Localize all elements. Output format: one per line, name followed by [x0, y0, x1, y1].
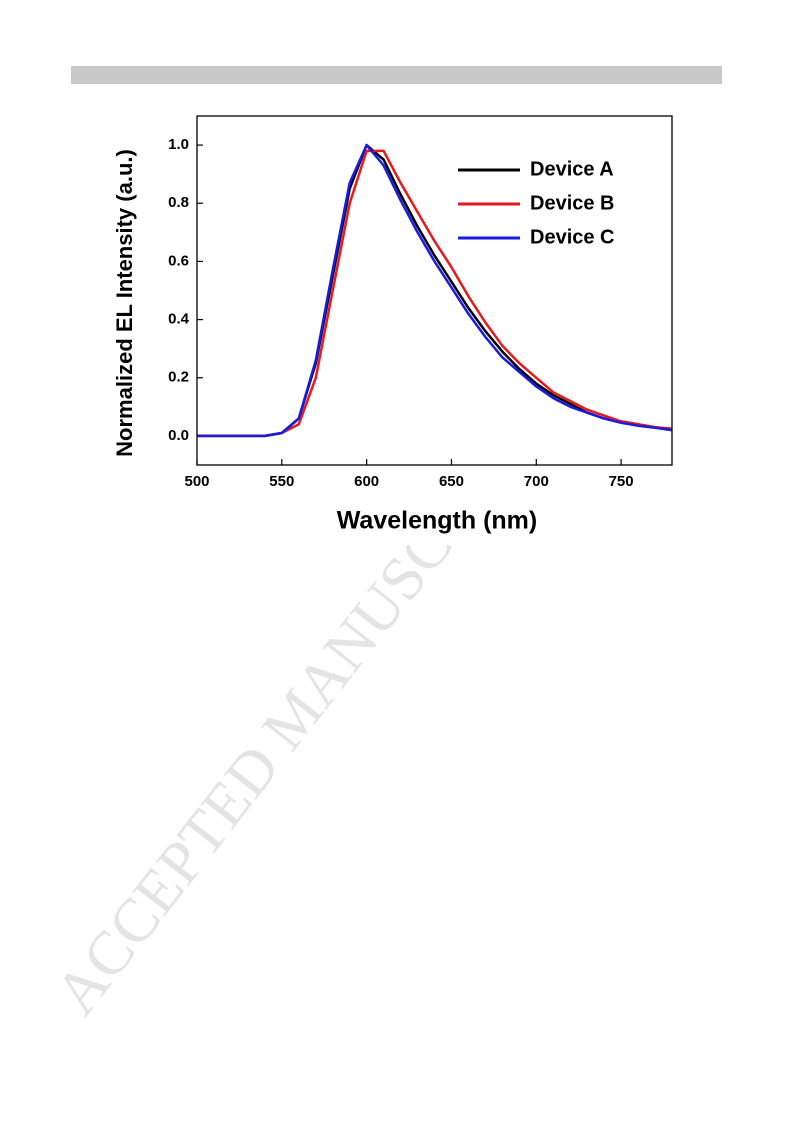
y-tick-label: 0.8	[168, 194, 189, 211]
y-tick-label: 0.6	[168, 252, 189, 269]
chart: Wavelength (nm) Normalized EL Intensity …	[112, 115, 673, 535]
x-tick-label: 500	[184, 473, 209, 490]
y-tick-label: 0.0	[168, 427, 189, 444]
series-line	[197, 143, 673, 438]
header-bar	[71, 66, 722, 84]
legend-label: Device C	[530, 226, 615, 248]
y-tick-label: 0.2	[168, 369, 189, 386]
x-tick-label: 600	[354, 473, 379, 490]
y-tick-label: 0.4	[168, 311, 190, 328]
x-axis-label: Wavelength (nm)	[337, 507, 537, 535]
x-tick-label: 750	[609, 473, 634, 490]
legend-label: Device B	[530, 192, 615, 214]
plot-frame	[196, 115, 673, 466]
y-axis-label: Normalized EL Intensity (a.u.)	[112, 149, 137, 457]
legend-label: Device A	[530, 158, 614, 180]
x-tick-label: 700	[524, 473, 549, 490]
x-tick-label: 550	[269, 473, 294, 490]
y-tick-label: 1.0	[168, 136, 189, 153]
x-tick-label: 650	[439, 473, 464, 490]
